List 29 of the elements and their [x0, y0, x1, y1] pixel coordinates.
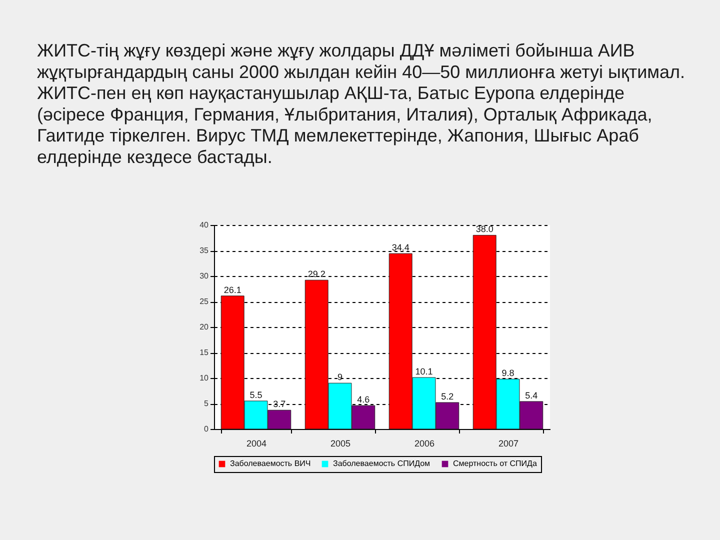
y-tick-label: 35 [200, 246, 210, 255]
y-tick-label: 30 [200, 272, 210, 280]
data-label: 4.6 [357, 394, 370, 405]
y-tick-label: 5 [204, 399, 210, 408]
legend-label: Заболеваемость СПИДом [333, 459, 430, 468]
data-label: 9 [337, 372, 343, 382]
x-tick-label: 2007 [498, 438, 519, 448]
x-tick-label: 2004 [246, 438, 267, 448]
data-label: 10.1 [415, 366, 433, 376]
y-tick-label: 0 [204, 424, 210, 434]
legend-label: Смертность от СПИДа [453, 459, 538, 468]
data-label: 29.2 [308, 269, 326, 280]
data-label: 3.7 [273, 399, 286, 410]
data-label: 5.4 [525, 390, 538, 400]
x-tick-label: 2005 [330, 438, 351, 448]
legend-label: Заболеваемость ВИЧ [230, 459, 311, 468]
y-tick-label: 25 [200, 297, 210, 306]
data-label: 5.5 [250, 390, 262, 400]
data-label: 26.1 [224, 284, 242, 295]
data-label: 34.4 [392, 242, 410, 253]
data-label: 5.2 [441, 391, 454, 402]
x-tick-label: 2006 [414, 438, 435, 448]
y-tick-label: 20 [200, 322, 210, 332]
data-label: 9.8 [502, 368, 514, 378]
data-label: 38.0 [476, 224, 494, 234]
y-tick-label: 40 [200, 220, 210, 230]
y-tick-label: 15 [200, 348, 210, 357]
y-tick-label: 10 [200, 374, 210, 382]
chart-title: ЖИТС-тің жұғу көздері және жұғу жолдары ДДҰ мәліметі бойынша АИВ жұқтырғандардың саны 2000 жылдан кейін 40—50 миллионға жетуі ықтимал. ЖИТС-пен ең көп науқастанушылар АҚШ-та, Батыс Еуропа елдерінде (әсіресе Франция, Германия, Ұлыбритания, Италия), Орталық Африкада, Гаитиде тіркелген. Вирус ТМД мемлекеттерінде, Жапония, Шығыс Араб елдерінде кездесе бастады. [37, 40, 686, 167]
